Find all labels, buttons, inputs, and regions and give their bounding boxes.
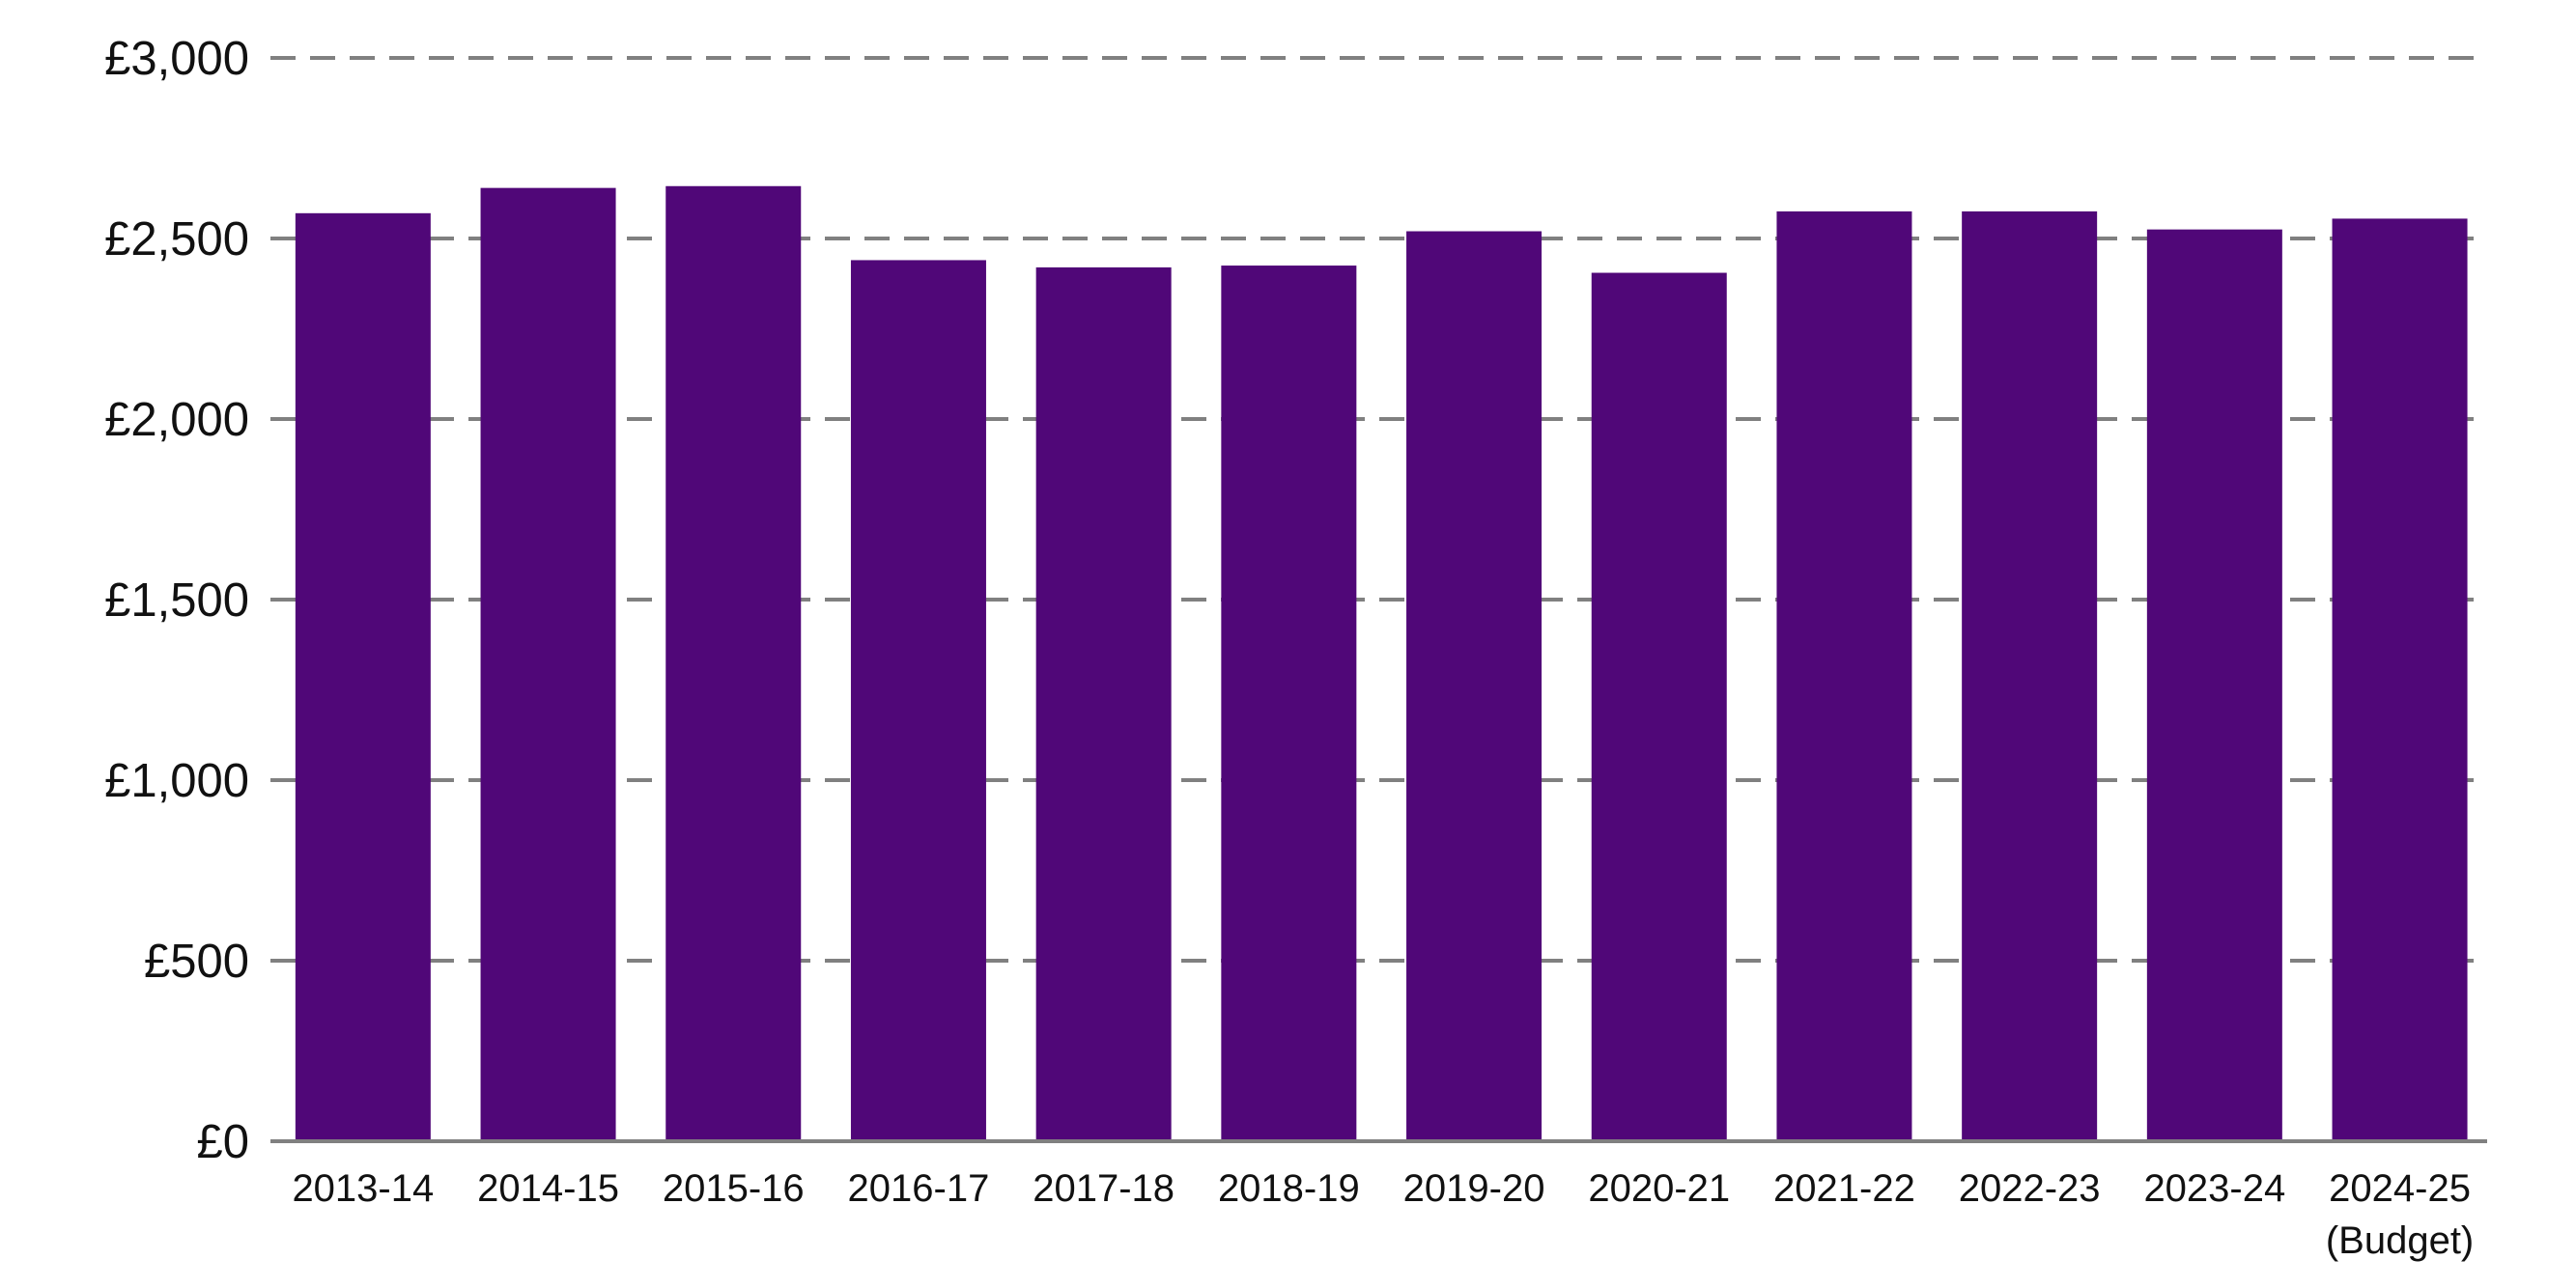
bar-2017-18 bbox=[1035, 266, 1172, 1141]
gridlines bbox=[270, 56, 2487, 963]
y-axis-tick-labels: £0 £500 £1,000 £1,500 £2,000 £2,500 £3,000 bbox=[104, 33, 249, 1168]
y-tick-label: £2,000 bbox=[104, 394, 249, 446]
bar-2016-17 bbox=[850, 260, 986, 1141]
bar-2024-25 bbox=[2332, 218, 2468, 1141]
bar-2014-15 bbox=[480, 187, 616, 1141]
y-tick-label: £3,000 bbox=[104, 33, 249, 85]
x-tick-label: 2016-17 bbox=[848, 1167, 990, 1210]
x-tick-label: 2015-16 bbox=[663, 1167, 805, 1210]
x-tick-label: 2018-19 bbox=[1218, 1167, 1360, 1210]
y-tick-label: £1,500 bbox=[104, 574, 249, 627]
bar-2022-23 bbox=[1962, 210, 2098, 1141]
y-tick-label: £1,000 bbox=[104, 755, 249, 807]
x-tick-label: 2019-20 bbox=[1403, 1167, 1545, 1210]
x-tick-label: 2020-21 bbox=[1588, 1167, 1730, 1210]
x-tick-label: 2022-23 bbox=[1959, 1167, 2101, 1210]
bar-2019-20 bbox=[1406, 231, 1543, 1141]
bar-2015-16 bbox=[665, 185, 802, 1141]
x-tick-label: 2014-15 bbox=[477, 1167, 619, 1210]
x-tick-label: 2017-18 bbox=[1033, 1167, 1175, 1210]
x-tick-label: 2013-14 bbox=[292, 1167, 434, 1210]
x-axis-tick-labels: 2013-14 2014-15 2015-16 2016-17 2017-18 2018-… bbox=[292, 1167, 2474, 1262]
y-tick-label: £500 bbox=[144, 936, 249, 988]
y-tick-label: £2,500 bbox=[104, 213, 249, 266]
bar-2021-22 bbox=[1776, 210, 1912, 1141]
x-tick-label: 2024-25 bbox=[2329, 1167, 2471, 1210]
x-tick-sublabel: (Budget) bbox=[2326, 1219, 2474, 1262]
bar-2018-19 bbox=[1221, 266, 1357, 1141]
bar-2020-21 bbox=[1591, 272, 1727, 1141]
bar-2013-14 bbox=[295, 212, 431, 1141]
bars bbox=[295, 185, 2468, 1141]
x-tick-label: 2023-24 bbox=[2143, 1167, 2285, 1210]
bar-2023-24 bbox=[2146, 229, 2282, 1141]
x-tick-label: 2021-22 bbox=[1773, 1167, 1915, 1210]
y-tick-label: £0 bbox=[196, 1116, 249, 1168]
